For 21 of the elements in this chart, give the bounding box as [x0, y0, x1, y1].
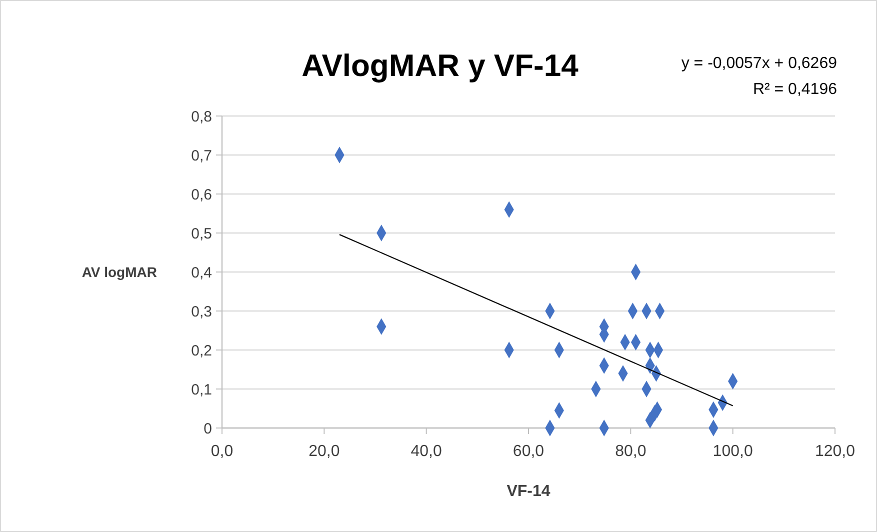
chart-title: AVlogMAR y VF-14 [302, 48, 580, 83]
y-tick-label: 0,4 [191, 264, 212, 282]
text: y = -0,0057x + 0,6269 [681, 55, 838, 72]
y-axis-title: AV logMAR [82, 264, 157, 280]
y-tick-label: 0,3 [191, 303, 212, 320]
x-tick-label: 40,0 [410, 443, 442, 460]
x-tick-label: 0,0 [210, 443, 234, 460]
text: R² = 0,4196 [752, 81, 838, 98]
x-tick-label: 120,0 [814, 443, 856, 460]
x-tick-label: 80,0 [615, 443, 646, 460]
y-tick-label: 0,6 [191, 186, 212, 204]
y-tick-label: 0 [204, 420, 212, 438]
x-tick-label: 100,0 [712, 443, 753, 460]
x-axis-title: VF-14 [506, 483, 550, 500]
y-tick-label: 0,7 [191, 147, 212, 164]
y-tick-label: 0,1 [191, 381, 212, 398]
y-tick-label: 0,8 [191, 108, 212, 126]
x-tick-label: 60,0 [512, 443, 544, 460]
y-tick-label: 0,5 [191, 225, 212, 242]
y-tick-label: 0,2 [191, 342, 212, 360]
x-tick-label: 20,0 [308, 443, 340, 460]
